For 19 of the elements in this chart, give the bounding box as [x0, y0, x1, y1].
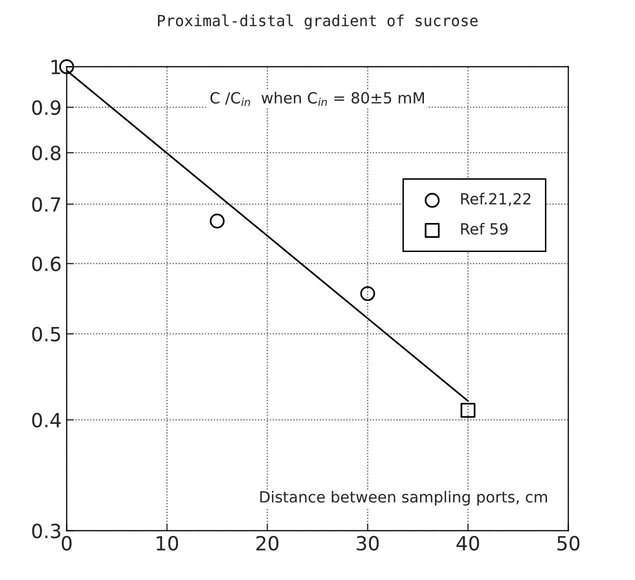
x-tick-label: 20 [256, 536, 278, 551]
y-tick-label: 0.7 [32, 197, 60, 212]
legend-label: Ref.21,22 [461, 192, 530, 206]
y-tick-label: 0.5 [32, 326, 60, 342]
annotation: Distance between sampling ports, cm [260, 490, 547, 506]
y-tick-label: 0.9 [32, 100, 60, 115]
x-tick-label: 50 [557, 536, 580, 551]
x-tick-label: 0 [62, 536, 72, 551]
y-tick-label: 0.3 [32, 524, 60, 538]
x-tick-label: 30 [356, 536, 379, 551]
legend-label: Ref 59 [461, 222, 508, 235]
y-tick-label: 0.4 [32, 412, 61, 428]
y-tick-label: 0.6 [32, 256, 61, 272]
annotation: C /C$_{in}$ when C$_{in}$ = 80±5 mM [210, 92, 424, 106]
y-tick-label: 1 [52, 60, 60, 74]
x-tick-label: 10 [156, 536, 178, 551]
x-tick-label: 40 [456, 536, 480, 551]
y-tick-label: 0.8 [32, 146, 60, 160]
chart-title: Proximal-distal gradient of sucrose [158, 14, 478, 30]
